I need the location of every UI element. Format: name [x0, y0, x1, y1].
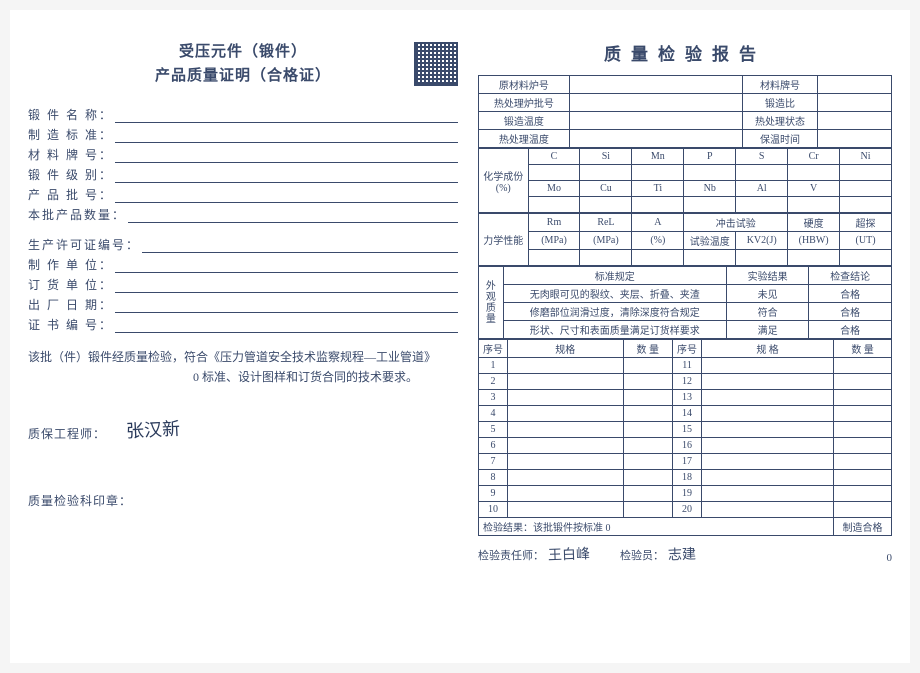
chemical-table: 化学成份 (%) CSiMnPSCrNi MoCuTiNbAlV [478, 148, 892, 213]
field-forging-name: 锻 件 名 称： [28, 106, 458, 123]
title-line-1: 受压元件（锻件） [28, 40, 458, 64]
spec-row: 818 [479, 470, 892, 486]
title-line-2: 产品质量证明（合格证） [28, 64, 458, 88]
inspection-report-panel: 质量检验报告 原材料炉号材料牌号 热处理炉批号锻造比 锻造温度热处理状态 热处理… [478, 40, 892, 645]
spec-row: 313 [479, 390, 892, 406]
field-grade: 锻 件 级 别： [28, 166, 458, 183]
field-standard: 制 造 标 准： [28, 126, 458, 143]
result-ok: 制造合格 [834, 518, 892, 536]
title-block: 受压元件（锻件） 产品质量证明（合格证） [28, 40, 458, 88]
mechanical-table: 力学性能 RmReLA 冲击试验 硬度超探 (MPa)(MPa)(%) 试验温度… [478, 213, 892, 266]
result-cell: 检验结果：该批锻件按标准 0 [479, 518, 834, 536]
spec-body: 1112123134145156167178189191020 [479, 358, 892, 518]
inspector: 检验员：志建 [620, 544, 696, 564]
field-certno: 证 书 编 号： [28, 316, 458, 333]
engineer-label: 质保工程师： [28, 425, 106, 442]
page-zero: 0 [887, 552, 893, 564]
compliance-note: 该批（件）锻件经质量检验，符合《压力管道安全技术监察规程—工业管道》 0 标准、… [28, 347, 458, 388]
field-date: 出 厂 日 期： [28, 296, 458, 313]
header-info-table: 原材料炉号材料牌号 热处理炉批号锻造比 锻造温度热处理状态 热处理温度保温时间 [478, 75, 892, 148]
spec-row: 212 [479, 374, 892, 390]
spec-row: 717 [479, 454, 892, 470]
spec-row: 515 [479, 422, 892, 438]
field-material: 材 料 牌 号： [28, 146, 458, 163]
appearance-label: 外 观 质 量 [479, 267, 504, 339]
responsible-engineer: 检验责任师：王白峰 [478, 544, 590, 564]
field-group-1: 锻 件 名 称： 制 造 标 准： 材 料 牌 号： 锻 件 级 别： 产 品 … [28, 106, 458, 223]
appearance-table: 外 观 质 量 标准规定实验结果检查结论 无肉眼可见的裂纹、夹层、折叠、夹渣未见… [478, 266, 892, 339]
field-maker: 制 作 单 位： [28, 256, 458, 273]
field-batch: 产 品 批 号： [28, 186, 458, 203]
field-group-2: 生产许可证编号： 制 作 单 位： 订 货 单 位： 出 厂 日 期： 证 书 … [28, 236, 458, 333]
engineer-signature-row: 质保工程师： 张汉新 [28, 416, 458, 442]
report-title: 质量检验报告 [478, 40, 892, 65]
spec-row: 616 [479, 438, 892, 454]
stamp-label: 质量检验科印章： [28, 492, 132, 509]
field-license: 生产许可证编号： [28, 236, 458, 253]
spec-row: 1020 [479, 502, 892, 518]
chem-label: 化学成份 (%) [479, 149, 529, 213]
stamp-row: 质量检验科印章： [28, 492, 458, 509]
qr-code-icon [414, 42, 458, 86]
engineer-signature: 张汉新 [125, 414, 180, 443]
mech-label: 力学性能 [479, 214, 529, 266]
field-quantity: 本批产品数量： [28, 206, 458, 223]
field-orderer: 订 货 单 位： [28, 276, 458, 293]
spec-row: 111 [479, 358, 892, 374]
spec-table: 序号规格数 量 序号规 格数 量 11121231341451561671781… [478, 339, 892, 536]
spec-row: 414 [479, 406, 892, 422]
footer-signatures: 检验责任师：王白峰 检验员：志建 0 [478, 544, 892, 564]
spec-row: 919 [479, 486, 892, 502]
document-page: 受压元件（锻件） 产品质量证明（合格证） 锻 件 名 称： 制 造 标 准： 材… [10, 10, 910, 663]
certificate-panel: 受压元件（锻件） 产品质量证明（合格证） 锻 件 名 称： 制 造 标 准： 材… [28, 40, 458, 645]
